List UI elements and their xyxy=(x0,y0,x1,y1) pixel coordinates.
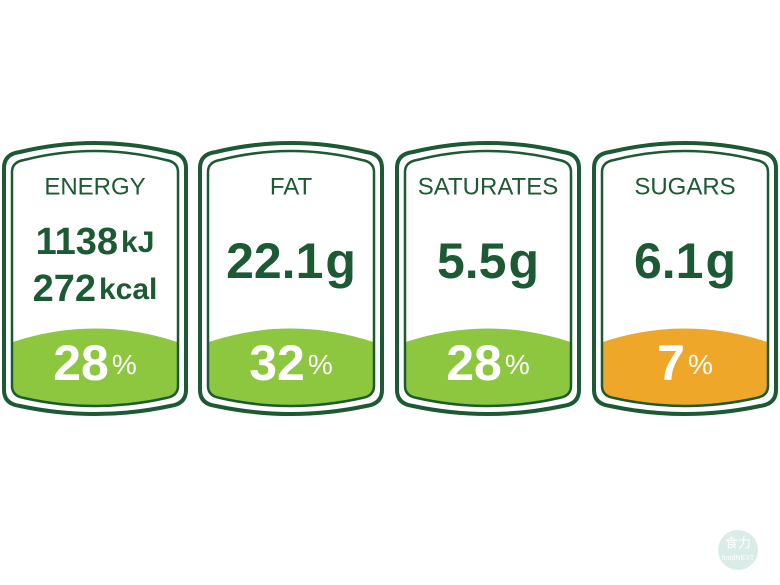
percent-unit: % xyxy=(112,349,137,380)
amount-number: 6.1 xyxy=(634,233,704,289)
watermark-badge xyxy=(718,530,758,570)
amount: 272 kcal xyxy=(33,268,158,310)
watermark-subtitle: foodNEXT xyxy=(722,555,755,562)
nutrient-name: SUGARS xyxy=(634,173,735,200)
nutrient-label: FAT 22.1g 32% xyxy=(198,141,384,416)
amount-unit: g xyxy=(705,233,736,289)
amount-unit: kcal xyxy=(99,273,157,306)
percent: 28% xyxy=(53,335,137,391)
label-inner-outline xyxy=(600,149,770,408)
amount-unit: g xyxy=(508,233,539,289)
percent-number: 28 xyxy=(446,335,502,391)
label-inner-outline xyxy=(206,149,376,408)
amount-number: 22.1 xyxy=(226,233,323,289)
watermark: 食力 foodNEXT xyxy=(718,530,758,570)
amount: 1138 kJ xyxy=(36,221,155,263)
amount-unit: kJ xyxy=(121,226,154,259)
nutrient-name: FAT xyxy=(270,173,313,200)
percent: 28% xyxy=(446,335,530,391)
percent: 32% xyxy=(249,335,333,391)
amount-number: 272 xyxy=(33,268,96,310)
percent-unit: % xyxy=(308,349,333,380)
amount: 22.1g xyxy=(226,233,356,289)
percent-number: 7 xyxy=(657,335,685,391)
amount-number: 5.5 xyxy=(437,233,507,289)
percent-number: 28 xyxy=(53,335,109,391)
percent-number: 32 xyxy=(249,335,305,391)
nutrient-label: ENERGY 1138 kJ 272 kcal 28% xyxy=(1,141,188,416)
amount-unit: g xyxy=(325,233,356,289)
label-inner-outline xyxy=(10,149,180,408)
percent-unit: % xyxy=(505,349,530,380)
label-inner-outline xyxy=(403,149,573,408)
amount-number: 1138 xyxy=(36,221,118,263)
percent: 7% xyxy=(657,335,713,391)
amount: 5.5g xyxy=(437,233,539,289)
percent-unit: % xyxy=(688,349,713,380)
watermark-title: 食力 xyxy=(725,535,751,550)
nutrient-name: SATURATES xyxy=(418,173,558,200)
amount: 6.1g xyxy=(634,233,736,289)
nutrient-name: ENERGY xyxy=(44,173,145,200)
